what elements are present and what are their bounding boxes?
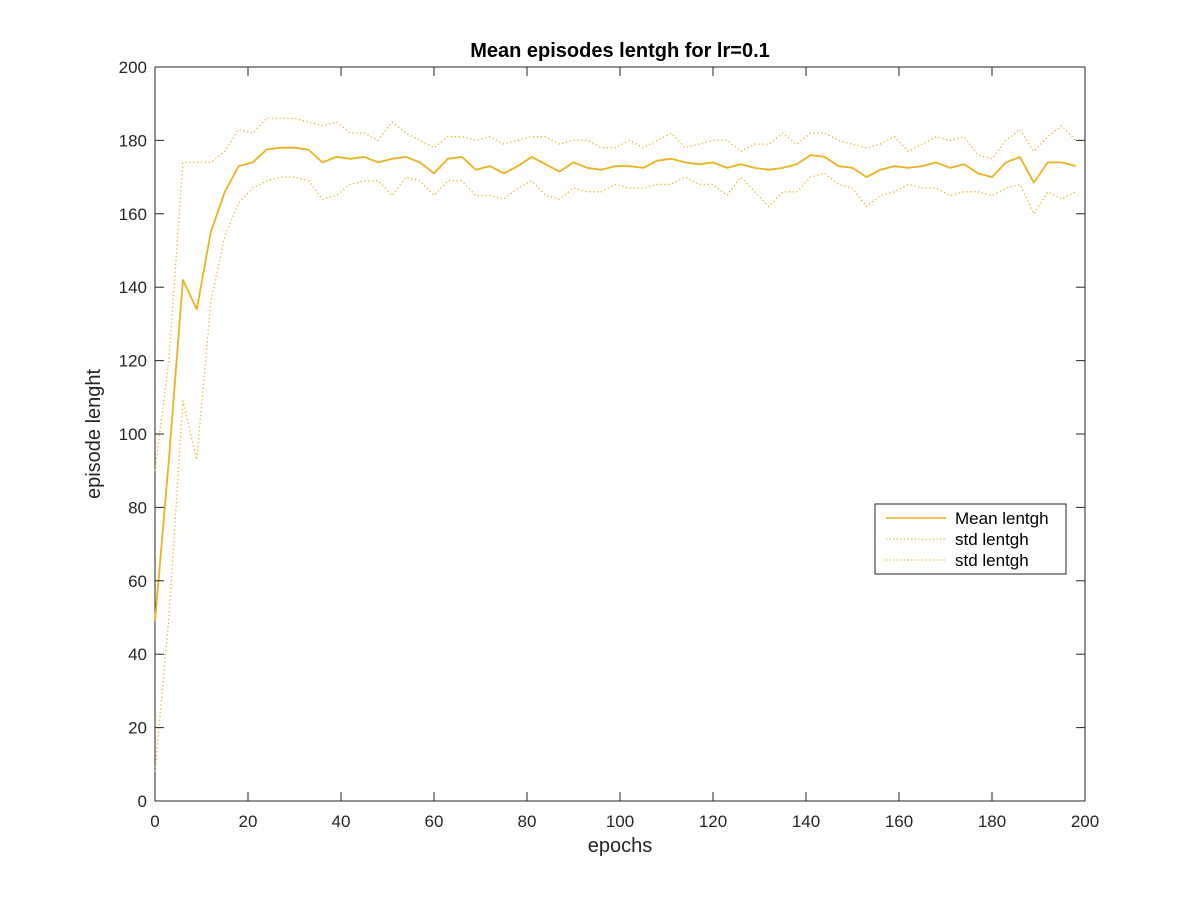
y-tick-label: 80 bbox=[128, 498, 147, 517]
y-axis-label: episode lenght bbox=[83, 369, 105, 500]
legend: Mean lentgh std lentgh std lentgh bbox=[874, 503, 1067, 575]
y-tick-label: 100 bbox=[119, 425, 147, 444]
y-tick-label: 140 bbox=[119, 278, 147, 297]
series-line-mean bbox=[154, 146, 1076, 622]
series-line-std-upper bbox=[154, 117, 1077, 471]
y-tick-label: 0 bbox=[138, 792, 147, 811]
x-tick-label: 120 bbox=[699, 812, 727, 831]
y-tick-label: 60 bbox=[128, 572, 147, 591]
chart-title: Mean episodes lentgh for lr=0.1 bbox=[470, 40, 770, 62]
x-tick-label: 100 bbox=[606, 812, 634, 831]
y-tick-label: 160 bbox=[119, 205, 147, 224]
x-tick-label: 20 bbox=[239, 812, 258, 831]
x-tick-label: 0 bbox=[150, 812, 159, 831]
plot-area bbox=[154, 66, 1086, 802]
y-tick-label: 20 bbox=[128, 719, 147, 738]
x-axis-label: epochs bbox=[588, 835, 653, 857]
series-layer bbox=[154, 117, 1077, 772]
legend-label-mean: Mean lentgh bbox=[955, 509, 1049, 528]
x-tick-label: 60 bbox=[425, 812, 444, 831]
y-tick-label: 200 bbox=[119, 58, 147, 77]
x-tick-label: 80 bbox=[518, 812, 537, 831]
legend-label-std-upper: std lentgh bbox=[955, 530, 1029, 549]
y-tick-label: 40 bbox=[128, 645, 147, 664]
series-line-std-lower bbox=[154, 172, 1077, 772]
legend-label-std-lower: std lentgh bbox=[955, 551, 1029, 570]
y-tick-label: 120 bbox=[119, 352, 147, 371]
x-tick-label: 200 bbox=[1071, 812, 1099, 831]
x-tick-label: 160 bbox=[885, 812, 913, 831]
x-tick-label: 180 bbox=[978, 812, 1006, 831]
y-tick-label: 180 bbox=[119, 131, 147, 150]
x-tick-label: 40 bbox=[332, 812, 351, 831]
tick-layer: 0 20 40 60 80 100 120 140 160 180 200 0 20 40 60 80 100 1… bbox=[119, 58, 1100, 831]
x-tick-label: 140 bbox=[792, 812, 820, 831]
legend-box bbox=[874, 503, 1067, 575]
